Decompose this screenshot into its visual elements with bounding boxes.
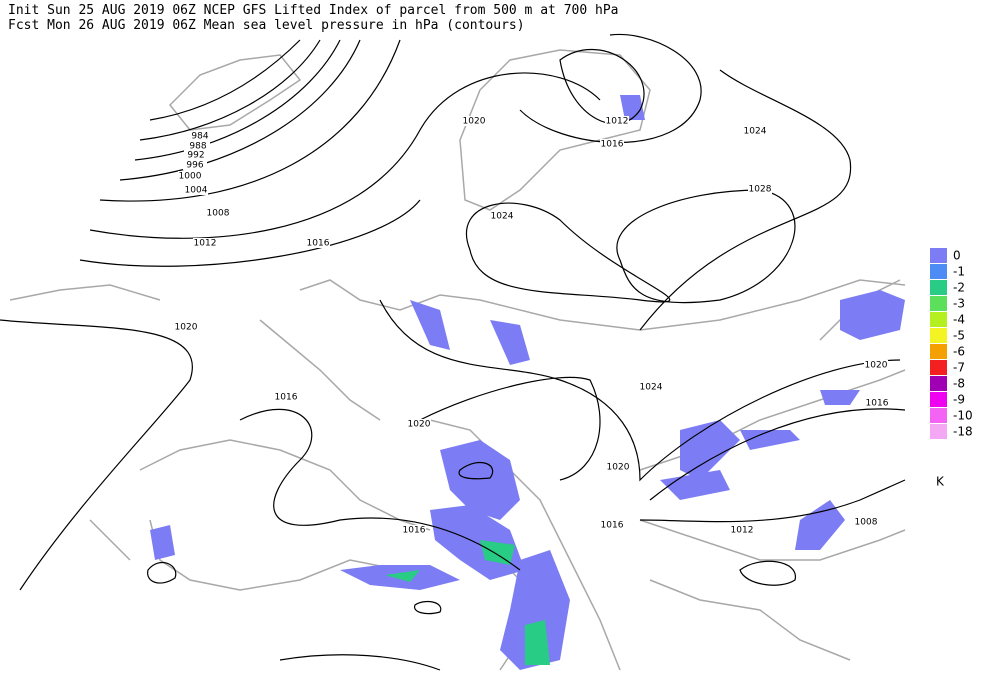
label-background (402, 525, 426, 535)
contour-label: 1008 (855, 518, 878, 528)
legend-label: -5 (953, 329, 965, 343)
contour-label: 1020 (175, 323, 198, 333)
label-background (748, 184, 772, 194)
pressure-contours (0, 33, 906, 671)
label-background (600, 139, 624, 149)
contour-label: 1020 (865, 361, 888, 371)
legend-swatch (930, 344, 947, 359)
contour-label: 1020 (607, 463, 630, 473)
contour-label: 1016 (866, 399, 889, 409)
legend-swatch (930, 424, 947, 439)
legend-label: -10 (953, 409, 973, 423)
contour-label: 1004 (185, 186, 208, 196)
contour-label: 1016 (601, 140, 624, 150)
legend-swatch (930, 280, 947, 295)
legend-label: -6 (953, 345, 965, 359)
coastlines (9, 49, 906, 671)
legend-label: -7 (953, 361, 965, 375)
contour-label: 1016 (601, 521, 624, 531)
legend-label: -2 (953, 281, 965, 295)
contour-label: 1024 (491, 212, 514, 222)
contour-label: 1016 (403, 526, 426, 536)
contour-label: 1000 (179, 172, 202, 182)
legend-swatch (930, 408, 947, 423)
legend: 0 -1 -2 -3 -4 -5 -6 -7 -8 -9 -10 -18 (930, 248, 973, 439)
header-line: Init Sun 25 AUG 2019 06Z NCEP GFS Lifted… (8, 3, 618, 18)
legend-swatch (930, 392, 947, 407)
legend-label: -18 (953, 425, 973, 439)
legend-label: -4 (953, 313, 965, 327)
contour-label: 1024 (744, 127, 767, 137)
label-background (193, 238, 217, 248)
contour-label: 996 (186, 161, 203, 171)
label-background (183, 160, 207, 170)
contour-label: 988 (189, 142, 206, 152)
legend-label: 0 (953, 249, 961, 263)
label-background (188, 131, 212, 141)
label-background (606, 462, 630, 472)
legend-swatch (930, 264, 947, 279)
label-background (605, 116, 629, 126)
contour-label: 1012 (606, 117, 629, 127)
label-background (462, 116, 486, 126)
contour-label: 1028 (749, 185, 772, 195)
label-background (864, 360, 888, 370)
contour-label: 1020 (408, 420, 431, 430)
label-background (407, 419, 431, 429)
contour-label: 1016 (307, 239, 330, 249)
lifted-index-areas (150, 95, 905, 670)
label-background (600, 520, 624, 530)
legend-label: -3 (953, 297, 965, 311)
label-background (186, 141, 210, 151)
legend-swatch (930, 360, 947, 375)
legend-swatch (930, 376, 947, 391)
legend-label: -8 (953, 377, 965, 391)
legend-unit: K (936, 475, 945, 489)
legend-label: -9 (953, 393, 965, 407)
label-background (639, 382, 663, 392)
contour-label: 1016 (275, 393, 298, 403)
label-background (184, 185, 208, 195)
label-background (184, 150, 208, 160)
legend-swatch (930, 296, 947, 311)
label-background (178, 171, 202, 181)
label-background (490, 211, 514, 221)
label-background (730, 525, 754, 535)
label-background (743, 126, 767, 136)
legend-swatch (930, 328, 947, 343)
label-background (865, 398, 889, 408)
contour-label: 992 (187, 151, 204, 161)
contour-label: 1024 (640, 383, 663, 393)
label-background (854, 517, 878, 527)
contour-label: 1020 (463, 117, 486, 127)
contour-label: 1012 (194, 239, 217, 249)
legend-swatch (930, 312, 947, 327)
header-line: Fcst Mon 26 AUG 2019 06Z Mean sea level … (8, 18, 525, 33)
label-background (274, 392, 298, 402)
label-background (206, 208, 230, 218)
label-background (174, 322, 198, 332)
contour-label: 1012 (731, 526, 754, 536)
legend-swatch (930, 248, 947, 263)
legend-label: -1 (953, 265, 965, 279)
label-background (306, 238, 330, 248)
contour-label: 1008 (207, 209, 230, 219)
contour-label: 984 (191, 132, 208, 142)
